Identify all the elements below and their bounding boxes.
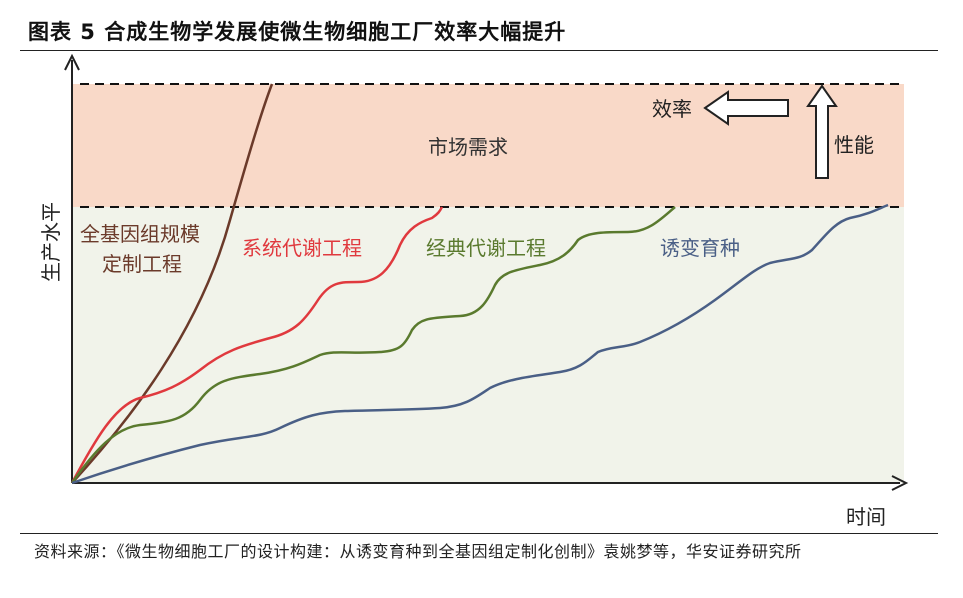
- x-axis-arrow-icon: [891, 475, 909, 491]
- curve-genome-scale: [71, 83, 274, 484]
- curve-classical-metabolic: [70, 206, 676, 484]
- curve-systems-metabolic: [70, 206, 444, 484]
- efficiency-label: 效率: [652, 97, 692, 121]
- figure-title: 图表 5 合成生物学发展使微生物细胞工厂效率大幅提升: [28, 20, 567, 44]
- figure-source: 资料来源：《微生物细胞工厂的设计构建：从诱变育种到全基因组定制化创制》袁姚梦等，…: [34, 542, 802, 561]
- performance-arrow-icon: [806, 84, 838, 179]
- efficiency-arrow-icon: [703, 90, 789, 126]
- x-axis-label: 时间: [846, 505, 886, 529]
- genome-scale-label-line1: 全基因组规模: [80, 222, 200, 246]
- systems-metabolic-label: 系统代谢工程: [242, 236, 362, 260]
- y-axis-arrow-icon: [64, 53, 80, 71]
- market-demand-label: 市场需求: [428, 135, 508, 159]
- genome-scale-label-line2: 定制工程: [102, 252, 182, 276]
- classical-metabolic-label: 经典代谢工程: [426, 236, 546, 260]
- top-rule: [20, 50, 938, 51]
- curve-mutation-breeding: [71, 203, 889, 485]
- mutation-breeding-label: 诱变育种: [660, 236, 740, 260]
- below-demand-band: [72, 207, 904, 483]
- performance-label: 性能: [834, 133, 874, 157]
- bottom-rule: [20, 533, 938, 534]
- y-axis-label: 生产水平: [39, 202, 63, 282]
